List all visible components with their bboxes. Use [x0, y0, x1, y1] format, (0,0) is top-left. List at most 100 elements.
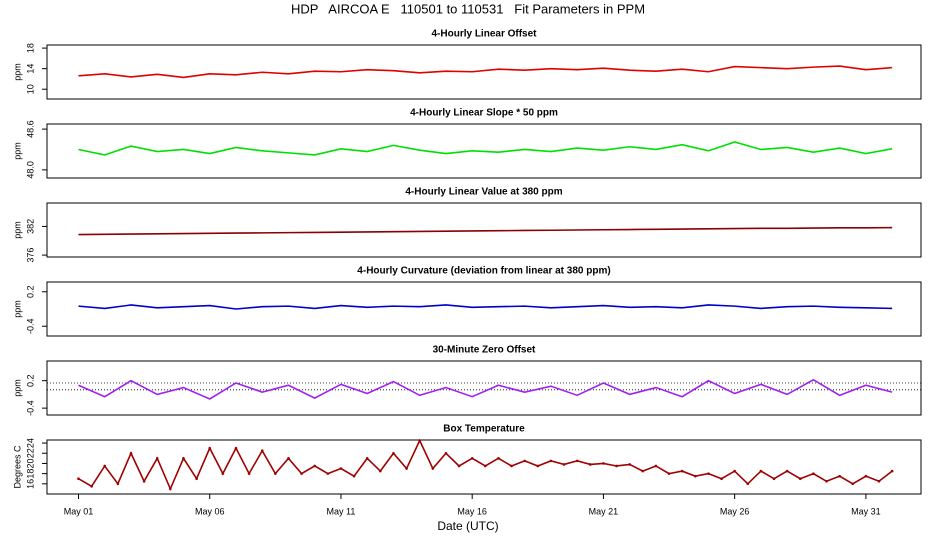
data-point — [720, 477, 723, 481]
data-point — [379, 469, 382, 473]
y-axis-label: ppm — [12, 221, 22, 239]
data-point — [523, 459, 526, 463]
data-point — [484, 464, 487, 468]
data-point — [746, 482, 750, 486]
data-point — [575, 459, 579, 463]
panel-title: 4-Hourly Linear Slope * 50 ppm — [410, 108, 558, 119]
y-axis-label: ppm — [12, 379, 22, 397]
data-point — [812, 472, 815, 475]
panel-title: 4-Hourly Linear Offset — [431, 29, 537, 40]
data-point — [195, 477, 198, 481]
data-point — [260, 449, 264, 452]
data-point — [641, 469, 645, 473]
y-tick-label: -0.4 — [25, 400, 35, 416]
data-point — [549, 459, 553, 463]
data-point — [221, 472, 225, 475]
y-axis-label: ppm — [12, 142, 22, 160]
y-tick-label: 22 — [25, 448, 35, 458]
data-point — [759, 469, 763, 473]
data-point — [654, 464, 658, 468]
data-point — [457, 464, 461, 468]
data-line — [78, 65, 893, 79]
data-point — [418, 439, 421, 442]
data-point — [287, 457, 290, 460]
panel-frame — [46, 439, 922, 495]
y-axis-label: Degrees C — [12, 445, 22, 489]
data-point — [392, 451, 395, 455]
panel-title: 4-Hourly Curvature (deviation from linea… — [357, 266, 610, 277]
data-point — [825, 479, 828, 483]
x-tick-label: May 16 — [457, 506, 487, 516]
data-point — [169, 487, 172, 491]
x-tick-label: May 11 — [327, 506, 356, 516]
data-point — [155, 457, 159, 460]
y-tick-label: 18 — [25, 43, 35, 53]
y-axis-label: ppm — [12, 63, 22, 81]
data-point — [536, 464, 540, 468]
data-point — [365, 457, 369, 460]
x-axis-label: Date (UTC) — [437, 519, 498, 533]
x-tick-label: May 31 — [851, 506, 881, 516]
y-tick-label: 10 — [25, 84, 35, 94]
data-point — [352, 474, 356, 478]
data-point — [274, 472, 277, 475]
panel-frame — [46, 123, 922, 179]
y-tick-label: 48.6 — [25, 120, 35, 138]
data-point — [405, 467, 408, 470]
data-point — [182, 457, 185, 460]
data-point — [247, 472, 251, 475]
data-point — [326, 472, 330, 475]
data-point — [680, 469, 684, 473]
y-axis-label: ppm — [12, 300, 22, 318]
data-point — [693, 474, 697, 478]
data-point — [103, 464, 107, 468]
x-tick-label: May 01 — [64, 506, 94, 516]
data-point — [851, 482, 855, 486]
data-point — [864, 474, 868, 478]
data-line — [78, 141, 893, 156]
y-tick-label: 14 — [25, 64, 35, 74]
y-tick-label: 24 — [25, 438, 35, 448]
data-point — [890, 469, 894, 473]
chart-title: HDP AIRCOA E 110501 to 110531 Fit Parame… — [291, 1, 645, 16]
y-tick-label: 16 — [25, 479, 35, 489]
panel-frame — [46, 44, 922, 100]
data-point — [90, 485, 93, 488]
data-point — [142, 479, 146, 483]
y-tick-label: 376 — [25, 248, 35, 263]
data-line — [78, 304, 893, 310]
data-point — [129, 451, 133, 455]
data-line — [78, 226, 893, 236]
data-point — [772, 477, 776, 481]
data-point — [510, 464, 513, 468]
data-point — [667, 472, 671, 475]
panel-frame — [46, 281, 922, 337]
data-point — [497, 457, 500, 460]
panel-title: 30-Minute Zero Offset — [433, 345, 536, 356]
data-point — [470, 457, 474, 460]
data-point — [877, 479, 881, 483]
data-point — [785, 469, 789, 473]
y-tick-label: 382 — [25, 219, 35, 234]
data-point — [300, 472, 303, 475]
data-point — [602, 462, 605, 465]
data-point — [733, 469, 736, 473]
panel-frame — [46, 202, 922, 258]
data-point — [798, 477, 802, 481]
data-point — [707, 472, 710, 475]
data-line — [78, 378, 893, 400]
x-tick-label: May 06 — [195, 506, 225, 516]
panel-frame — [46, 360, 922, 416]
y-tick-label: -0.4 — [25, 318, 35, 334]
data-point — [431, 467, 435, 470]
data-point — [77, 477, 80, 481]
x-tick-label: May 21 — [589, 506, 619, 516]
y-tick-label: 20 — [25, 458, 35, 468]
panel-title: 4-Hourly Linear Value at 380 ppm — [405, 187, 562, 198]
data-point — [116, 482, 120, 486]
data-point — [339, 467, 343, 470]
data-point — [313, 464, 317, 468]
data-point — [208, 446, 212, 450]
y-tick-label: 0.2 — [25, 374, 35, 387]
